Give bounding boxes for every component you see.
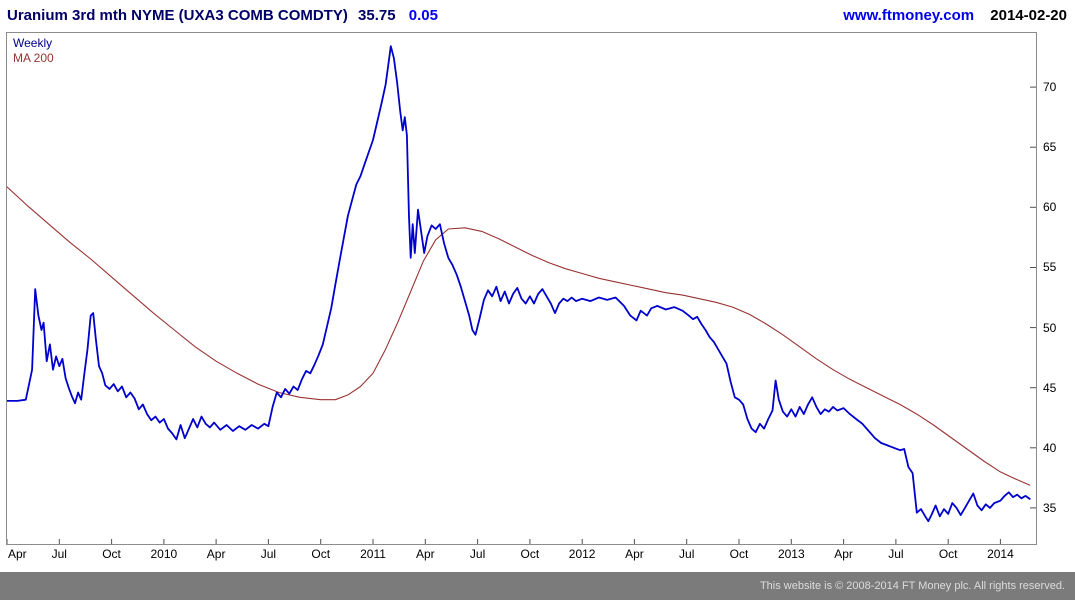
price-chart-svg [7,45,1036,544]
x-axis-label: 2012 [568,547,596,561]
x-axis-label: 2011 [360,547,386,561]
weekly-price-line [7,45,1031,523]
x-axis-label: Oct [938,547,958,561]
copyright-text: This website is © 2008-2014 FT Money plc… [759,580,1065,592]
y-axis-label: 50 [1043,320,1057,335]
x-axis-label: Jul [679,547,695,561]
chart-area: Weekly MA 200 35 40 45 50 55 60 65 70 [6,32,1056,545]
header-right: www.ftmoney.com 2014-02-20 [843,7,1067,24]
x-axis-label: Oct [729,547,749,561]
x-axis: Apr Jul Oct 2010 Apr Jul Oct 2011 Apr Jul Oct 2012 A… [7,546,1037,563]
header: Uranium 3rd mth NYME (UXA3 COMB COMDTY) … [0,0,1075,30]
x-axis-label: Oct [520,547,540,561]
x-axis-label: Apr [415,547,435,561]
last-price: 35.75 [358,6,396,24]
x-axis-label: Oct [311,547,331,561]
x-axis-label: Oct [102,547,121,561]
x-axis-label: Apr [206,547,226,561]
x-axis-label: 2013 [777,547,805,561]
y-axis: 35 40 45 50 55 60 65 70 [1036,33,1073,544]
y-axis-label: 40 [1043,440,1057,455]
x-axis-label: 2010 [150,547,178,561]
x-axis-label: Jul [51,547,67,561]
ftmoney-link[interactable]: www.ftmoney.com [843,6,975,24]
instrument-header: Uranium 3rd mth NYME (UXA3 COMB COMDTY) … [7,7,438,24]
x-axis-label: Apr [8,547,27,561]
chart-date: 2014-02-20 [990,6,1067,24]
x-axis-label: Apr [625,547,644,561]
y-axis-label: 60 [1043,200,1057,215]
price-change: 0.05 [408,6,438,24]
instrument-title: Uranium 3rd mth NYME (UXA3 COMB COMDTY) [7,6,348,24]
legend-weekly: Weekly [13,36,53,50]
x-axis-label: 2014 [987,547,1014,561]
y-axis-label: 45 [1043,380,1057,395]
y-axis-label: 35 [1043,500,1057,515]
x-axis-label: Jul [469,547,486,561]
x-axis-label: Apr [834,547,853,561]
legend-ma-200: MA 200 [13,51,54,65]
footer-bar: This website is © 2008-2014 FT Money plc… [0,572,1075,600]
ma200-line [7,186,1031,486]
y-axis-label: 70 [1043,80,1057,95]
y-axis-label: 65 [1043,140,1057,155]
x-axis-label: Jul [260,547,277,561]
y-axis-label: 55 [1043,260,1057,275]
chart-legend: Weekly MA 200 [13,36,54,66]
x-axis-label: Jul [888,547,904,561]
